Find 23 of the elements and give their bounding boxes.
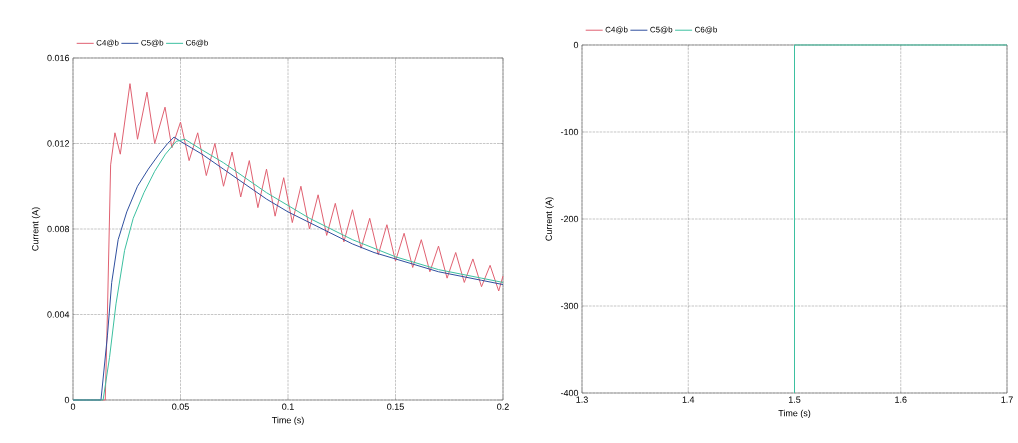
y-tick-label: -300: [560, 302, 579, 310]
x-tick-label: 1.6: [895, 396, 907, 403]
y-tick-label: 0.008: [47, 225, 70, 233]
y-tick-label: 0.004: [47, 311, 70, 318]
x-axis-title: Time (s): [778, 409, 811, 419]
y-axis-title: Current (A): [31, 207, 41, 251]
y-axis-title: Current (A): [545, 197, 554, 241]
x-tick-label: 1.7: [1001, 396, 1013, 403]
x-tick-label: 0.1: [282, 403, 294, 410]
y-tick-label: 0: [573, 41, 579, 49]
y-tick-label: -400: [560, 389, 579, 397]
x-tick-label: 0.15: [387, 403, 404, 410]
x-tick-label: 1.4: [682, 396, 695, 403]
x-tick-label: 1.5: [788, 396, 801, 403]
y-tick-label: -100: [560, 128, 579, 136]
y-tick-label: -200: [560, 215, 579, 223]
x-tick-label: 0.2: [497, 403, 509, 410]
x-tick-label: 0: [70, 403, 76, 410]
x-tick-label: 1.3: [576, 396, 588, 403]
x-axis-title: Time (s): [271, 416, 304, 426]
y-tick-label: 0.016: [47, 54, 70, 62]
y-tick-label: 0.012: [47, 140, 70, 147]
x-tick-label: 0.05: [172, 403, 189, 410]
